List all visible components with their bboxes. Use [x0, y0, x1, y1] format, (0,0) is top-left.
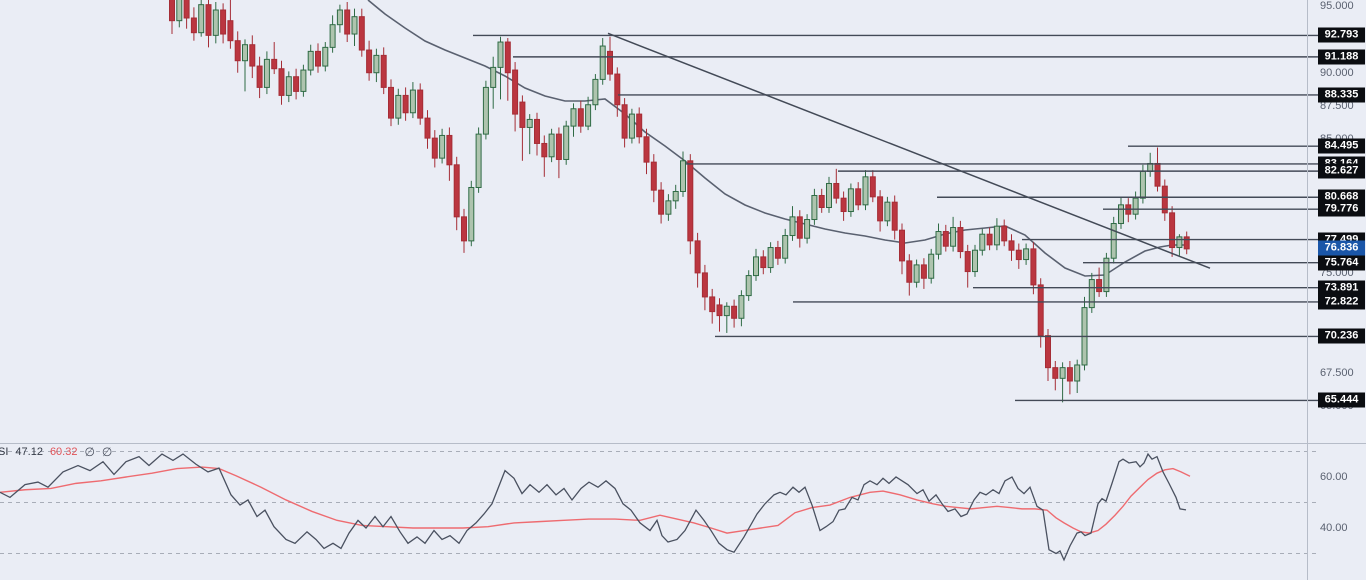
- price-level-badge: 84.495: [1318, 138, 1365, 154]
- pane-divider[interactable]: [0, 443, 1366, 444]
- price-tick-label: 95.000: [1320, 0, 1354, 12]
- price-tick-label: 67.500: [1320, 366, 1354, 379]
- price-level-badge: 70.236: [1318, 328, 1365, 344]
- rsi-tick-label: 40.00: [1320, 522, 1348, 534]
- rsi-indicator-label: SI: [0, 446, 9, 458]
- rsi-indicator-header: SI 47.12 60.32 ∅ ∅: [0, 446, 112, 458]
- price-tick-label: 90.000: [1320, 66, 1354, 79]
- descending-trendline[interactable]: [607, 32, 1211, 269]
- rsi-ma-line: [0, 466, 1191, 534]
- rsi-ma-value: 60.32: [49, 446, 78, 458]
- horizontal-ray-lines[interactable]: [473, 34, 1320, 402]
- price-level-badge: 82.627: [1318, 163, 1365, 179]
- price-tick-label: 87.500: [1320, 100, 1354, 113]
- indicator-settings-icon[interactable]: ∅: [101, 445, 113, 459]
- moving-average-line: [367, 0, 1185, 277]
- rsi-indicator-pane[interactable]: [0, 443, 1366, 580]
- current-price-badge: 76.836: [1318, 240, 1365, 256]
- rsi-value: 47.12: [15, 446, 43, 458]
- rsi-line: [0, 452, 1187, 562]
- price-level-badge: 65.444: [1318, 392, 1365, 408]
- price-level-badge: 72.822: [1318, 294, 1365, 310]
- price-level-badge: 79.776: [1318, 201, 1365, 217]
- price-chart-pane[interactable]: [0, 0, 1366, 443]
- price-level-badge: 88.335: [1318, 87, 1365, 103]
- price-level-badge: 92.793: [1318, 27, 1365, 43]
- rsi-tick-label: 60.00: [1320, 471, 1348, 483]
- price-level-badge: 73.891: [1318, 280, 1365, 296]
- price-level-badge: 75.764: [1318, 255, 1365, 271]
- price-axis-border: [1307, 0, 1308, 580]
- price-level-badge: 91.188: [1318, 49, 1365, 65]
- price-level-badge: 80.668: [1318, 189, 1365, 205]
- indicator-hide-icon[interactable]: ∅: [84, 445, 95, 459]
- candlestick-series: [169, 0, 1190, 403]
